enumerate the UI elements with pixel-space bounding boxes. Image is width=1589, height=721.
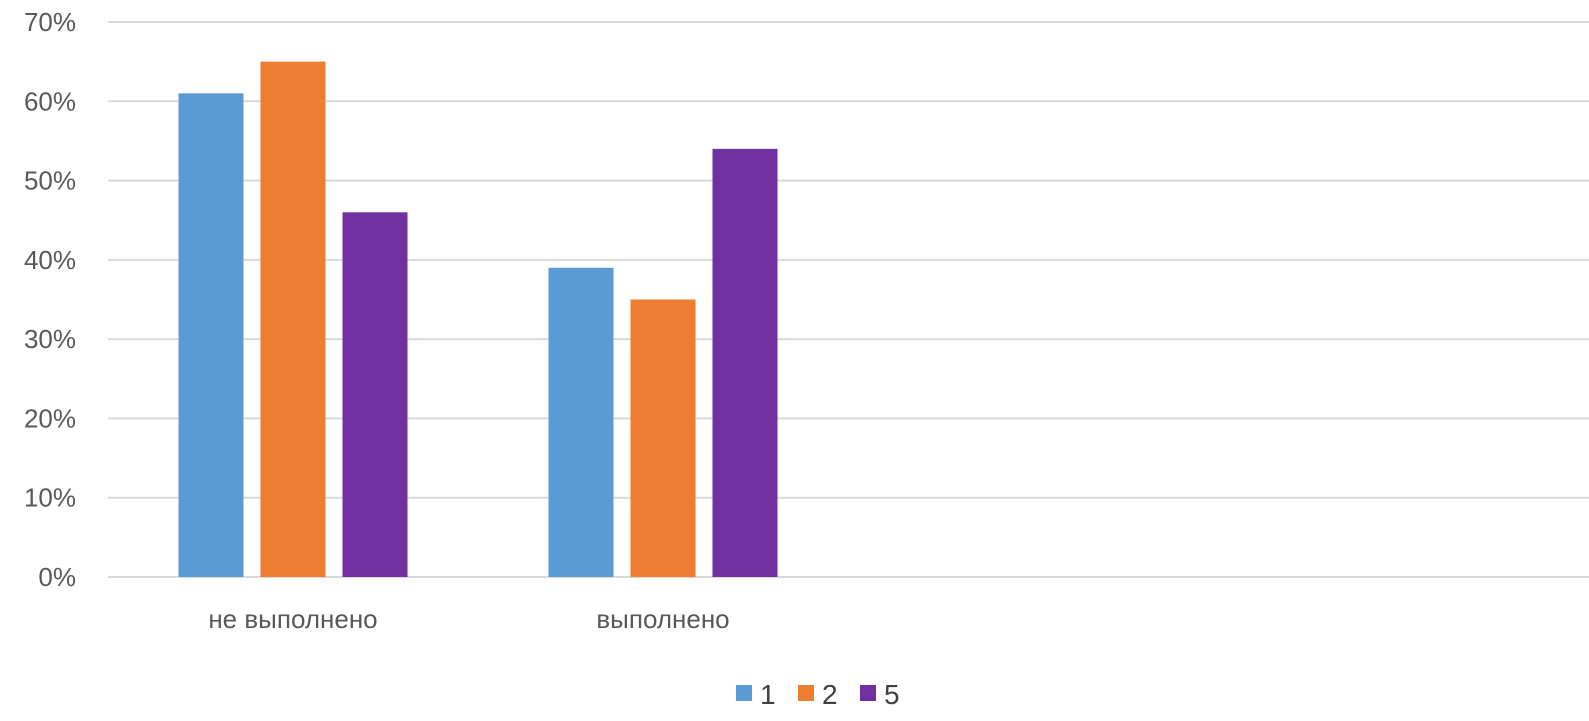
- y-tick-label: 30%: [24, 324, 76, 354]
- y-axis-ticks: 0% 10% 20% 30% 40% 50% 60% 70%: [24, 7, 76, 592]
- y-tick-label: 70%: [24, 7, 76, 37]
- category-label: выполнено: [596, 604, 729, 634]
- y-tick-label: 20%: [24, 403, 76, 433]
- bars: [178, 61, 778, 578]
- legend-swatch-2: [798, 685, 814, 701]
- y-tick-label: 0%: [38, 562, 76, 592]
- bar-2-ne-vypolneno: [260, 61, 326, 577]
- y-tick-label: 10%: [24, 483, 76, 513]
- y-tick-label: 60%: [24, 86, 76, 116]
- x-axis-categories: не выполнено выполнено: [208, 604, 729, 634]
- gridlines: [108, 21, 1589, 578]
- legend-swatch-5: [860, 685, 876, 701]
- legend: 1 2 5: [736, 679, 900, 710]
- bar-5-vypolneno: [712, 148, 778, 577]
- bar-1-vypolneno: [548, 267, 614, 577]
- legend-swatch-1: [736, 685, 752, 701]
- y-tick-label: 40%: [24, 245, 76, 275]
- bar-2-vypolneno: [630, 299, 696, 577]
- legend-label-2: 2: [822, 679, 838, 710]
- bar-5-ne-vypolneno: [342, 212, 408, 578]
- legend-label-1: 1: [760, 679, 776, 710]
- legend-label-5: 5: [884, 679, 900, 710]
- category-label: не выполнено: [208, 604, 377, 634]
- y-tick-label: 50%: [24, 166, 76, 196]
- bar-1-ne-vypolneno: [178, 93, 244, 577]
